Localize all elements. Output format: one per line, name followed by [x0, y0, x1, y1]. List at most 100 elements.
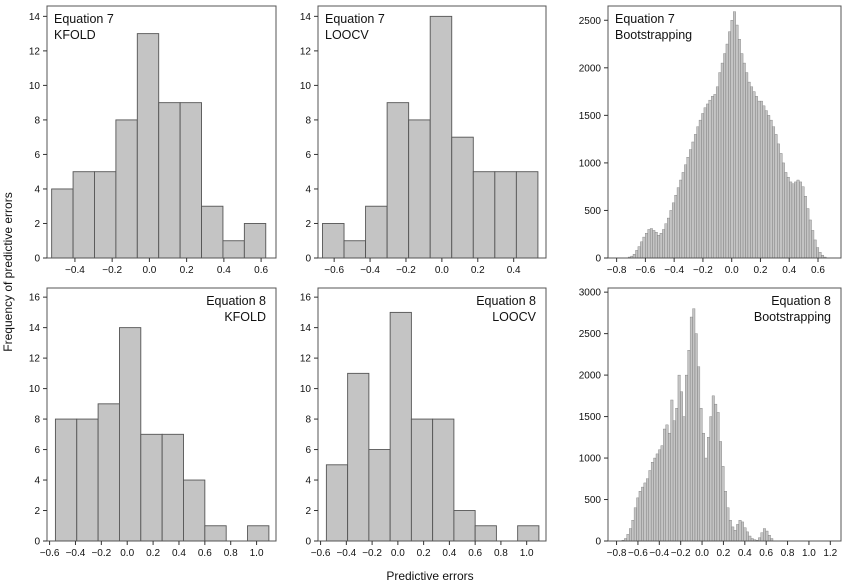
panel-3-bar-30 — [698, 119, 702, 259]
panel-3-bar-39 — [720, 62, 724, 259]
panel-3-bar-19 — [671, 202, 675, 259]
panel-3-bar-28 — [693, 134, 697, 259]
panel-6-bar-32 — [697, 366, 701, 542]
panel-1-ytick-label-0: 0 — [34, 254, 40, 265]
panel-1-bar-1 — [51, 188, 74, 259]
panel-5-title: Equation 8 — [476, 294, 536, 308]
panel-5-frame — [317, 287, 547, 542]
panel-6-bar-30 — [692, 308, 696, 542]
panel-4-xtick-label-6: 0.6 — [198, 548, 212, 559]
panel-3-bar-70 — [796, 179, 800, 259]
panel-2-xtick-label-4: 0.2 — [471, 265, 485, 276]
panel-1-bar-3 — [94, 171, 117, 259]
panel-3-bar-34 — [708, 99, 712, 259]
panel-2-xtick-label-2: −0.2 — [396, 265, 416, 276]
panel-6-bar-53 — [748, 535, 752, 542]
panel-3-ytick-label-0: 0 — [595, 254, 601, 265]
panel-1-ytick-label-8: 8 — [34, 115, 40, 126]
panel-4-bar-2 — [76, 418, 99, 542]
panel-1-ytick-label-10: 10 — [29, 81, 41, 92]
panel-6-title: Equation 8 — [771, 294, 831, 308]
panel-3-bar-74 — [806, 208, 810, 259]
panel-6-xtick-label-9: 1.0 — [802, 548, 816, 559]
panel-5-bar-3 — [368, 449, 391, 542]
panel-1-bar-4 — [115, 119, 138, 259]
panel-6-bar-26 — [682, 416, 686, 542]
panel-4-bar-6 — [161, 433, 184, 542]
panel-3-title: Equation 7 — [615, 12, 675, 26]
panel-3-ytick-label-500: 500 — [584, 206, 601, 217]
panel-3-bar-6 — [640, 241, 643, 259]
panel-3-bar-43 — [730, 20, 734, 259]
panel-3-bar-76 — [811, 230, 815, 259]
panel-6-bar-13 — [650, 462, 654, 542]
panel-6-ytick-label-0: 0 — [595, 537, 601, 548]
panel-6-ytick-label-2000: 2000 — [579, 371, 602, 382]
panel-1-ytick-label-6: 6 — [34, 150, 40, 161]
panel-4-bar-5 — [140, 433, 163, 542]
panel-4-xtick-label-7: 0.8 — [224, 548, 238, 559]
panel-3-bar-65 — [784, 172, 788, 259]
panel-6-bar-20 — [668, 432, 671, 542]
panel-3-bar-64 — [781, 162, 785, 259]
panel-2-bar-3 — [365, 205, 388, 259]
panel-6-bar-9 — [641, 486, 645, 542]
panel-5-bar-8 — [474, 525, 497, 542]
panel-2: 0 2 4 6 8 10 12 14 −0.6 −0.4 −0.2 0.0 0.2 0.4 Equation… — [300, 5, 547, 276]
panel-5-ytick-label-0: 0 — [305, 537, 311, 548]
panel-3-bar-66 — [786, 176, 790, 259]
panel-3-ytick-label-1500: 1500 — [579, 111, 602, 122]
panel-5-xtick-label-7: 0.8 — [494, 548, 508, 559]
panel-2-title: Equation 7 — [325, 12, 385, 26]
panel-6-bar-19 — [665, 424, 669, 542]
panel-4-ytick-label-4: 4 — [34, 476, 40, 487]
panel-1-ytick-label-12: 12 — [29, 46, 41, 57]
panel-6-xtick-label-2: −0.4 — [649, 548, 669, 559]
panel-3-bar-60 — [772, 126, 776, 259]
panel-4-bar-8 — [204, 525, 227, 542]
panel-1-xtick-label-0: −0.4 — [65, 265, 85, 276]
panel-5-xtick-label-6: 0.6 — [468, 548, 482, 559]
panel-3-xtick-label-3: −0.2 — [693, 265, 713, 276]
panel-5-ytick-label-16: 16 — [300, 293, 312, 304]
panel-4-ytick-label-16: 16 — [29, 293, 41, 304]
panel-2-ytick-label-8: 8 — [305, 115, 311, 126]
panel-4-xtick-label-2: −0.2 — [91, 548, 111, 559]
panel-6-xtick-label-10: 1.2 — [823, 548, 837, 559]
panel-3-xtick-label-1: −0.6 — [636, 265, 656, 276]
panel-6-bar-28 — [687, 350, 691, 542]
panel-3-bar-51 — [750, 86, 754, 259]
panel-6-bar-51 — [743, 527, 747, 542]
panel-5-xtick-label-4: 0.2 — [417, 548, 431, 559]
panel-2-bar-8 — [472, 171, 496, 259]
panel-6-bar-37 — [709, 416, 713, 542]
panel-5: 0 2 4 6 8 10 12 14 16 −0.6 −0.4 −0.2 0.0 0.2 0.4 0.6 0.8… — [300, 287, 547, 559]
panel-6-bar-11 — [646, 478, 649, 542]
panel-6-xtick-label-7: 0.6 — [759, 548, 773, 559]
panel-5-ytick-label-8: 8 — [305, 415, 311, 426]
panel-3-bar-72 — [801, 186, 805, 259]
panel-6-bar-22 — [672, 420, 676, 542]
panel-6-bar-47 — [733, 530, 737, 542]
panel-6-bar-25 — [680, 391, 683, 542]
figure-x-axis-label: Predictive errors — [386, 569, 473, 581]
panel-3-bar-56 — [762, 105, 766, 259]
panel-1-title: Equation 7 — [54, 12, 114, 26]
panel-5-ytick-label-2: 2 — [305, 506, 311, 517]
panel-6-xtick-label-5: 0.2 — [716, 548, 730, 559]
panel-4-ytick-label-2: 2 — [34, 506, 40, 517]
panel-3-bar-67 — [789, 181, 793, 259]
panel-3-subtitle: Bootstrapping — [615, 28, 692, 42]
panel-3-xtick-label-6: 0.4 — [782, 265, 796, 276]
panel-2-ytick-label-10: 10 — [300, 81, 312, 92]
panel-3-xtick-label-4: 0.0 — [725, 265, 739, 276]
panel-1-xtick-label-5: 0.6 — [254, 265, 268, 276]
panel-4: 0 2 4 6 8 10 12 14 16 −0.6 −0.4 −0.2 0.0 0.2 0.4 0.6 0.8… — [29, 287, 277, 559]
panel-3-xtick-label-5: 0.2 — [754, 265, 768, 276]
panel-3-bar-57 — [764, 110, 768, 259]
panel-5-xtick-label-2: −0.2 — [362, 548, 382, 559]
panel-3-bar-69 — [794, 181, 798, 259]
panel-3-bar-38 — [718, 72, 722, 259]
panel-2-ytick-label-14: 14 — [300, 12, 312, 23]
panel-3-bar-35 — [711, 96, 714, 259]
